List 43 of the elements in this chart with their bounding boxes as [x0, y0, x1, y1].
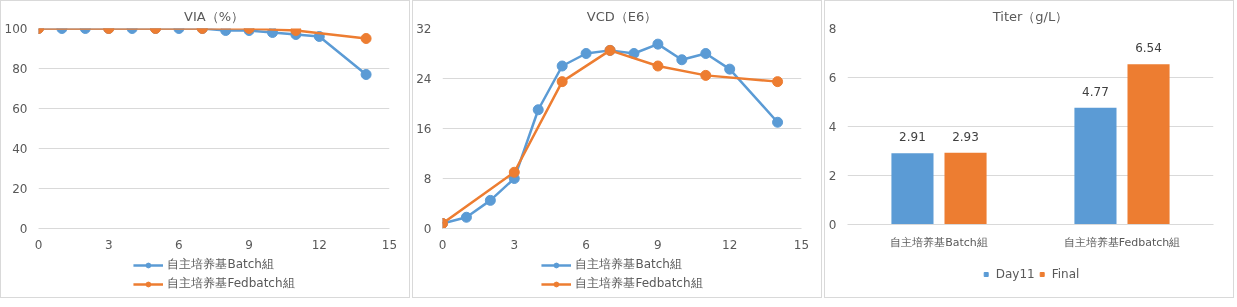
x-tick-label: 15 — [793, 237, 810, 252]
chart-title: VIA（%） — [184, 8, 244, 24]
data-label: 2.91 — [899, 130, 926, 145]
x-tick-label: 12 — [722, 237, 738, 252]
y-tick-label: 100 — [4, 22, 28, 36]
y-tick-label: 8 — [423, 172, 432, 186]
x-tick-label: 3 — [104, 237, 113, 252]
y-tick-label: 20 — [12, 182, 28, 196]
data-label: 6.54 — [1135, 41, 1162, 56]
y-tick-label: 24 — [416, 72, 432, 86]
x-tick-label: 3 — [510, 237, 519, 252]
x-tick-label: 9 — [654, 237, 662, 252]
chart-title: Titer（g/L） — [991, 8, 1069, 24]
y-tick-label: 40 — [12, 142, 28, 156]
data-label: 4.77 — [1082, 84, 1109, 99]
chart-title: VCD（E6） — [586, 8, 658, 24]
y-tick-label: 0 — [19, 222, 28, 236]
legend-label: Day11 — [995, 267, 1035, 281]
y-tick-label: 6 — [828, 71, 837, 85]
x-tick-label: 15 — [381, 237, 398, 252]
legend-label: Final — [1051, 267, 1080, 281]
x-tick-label: 自主培养基Fedbatch組 — [1063, 235, 1181, 249]
x-tick-label: 9 — [245, 237, 253, 252]
data-label: 2.93 — [952, 129, 979, 144]
y-tick-label: 16 — [416, 122, 432, 136]
legend-label: 自主培养基Batch組 — [167, 256, 274, 273]
x-tick-label: 0 — [34, 237, 43, 252]
y-tick-label: 80 — [12, 62, 28, 76]
y-tick-label: 60 — [12, 102, 28, 116]
y-tick-label: 4 — [828, 120, 837, 134]
y-tick-label: 32 — [416, 22, 432, 36]
legend-label: 自主培养基Fedbatch組 — [167, 275, 295, 292]
y-tick-label: 0 — [423, 222, 432, 236]
legend-label: 自主培养基Fedbatch組 — [575, 275, 703, 292]
y-tick-label: 2 — [828, 169, 837, 183]
y-tick-label: 8 — [828, 22, 837, 36]
x-tick-label: 6 — [175, 237, 183, 252]
x-tick-label: 12 — [311, 237, 327, 252]
y-tick-label: 0 — [828, 218, 837, 232]
legend-label: 自主培养基Batch組 — [575, 256, 682, 273]
x-tick-label: 自主培养基Batch組 — [890, 235, 988, 249]
x-tick-label: 0 — [438, 237, 447, 252]
x-tick-label: 6 — [582, 237, 590, 252]
